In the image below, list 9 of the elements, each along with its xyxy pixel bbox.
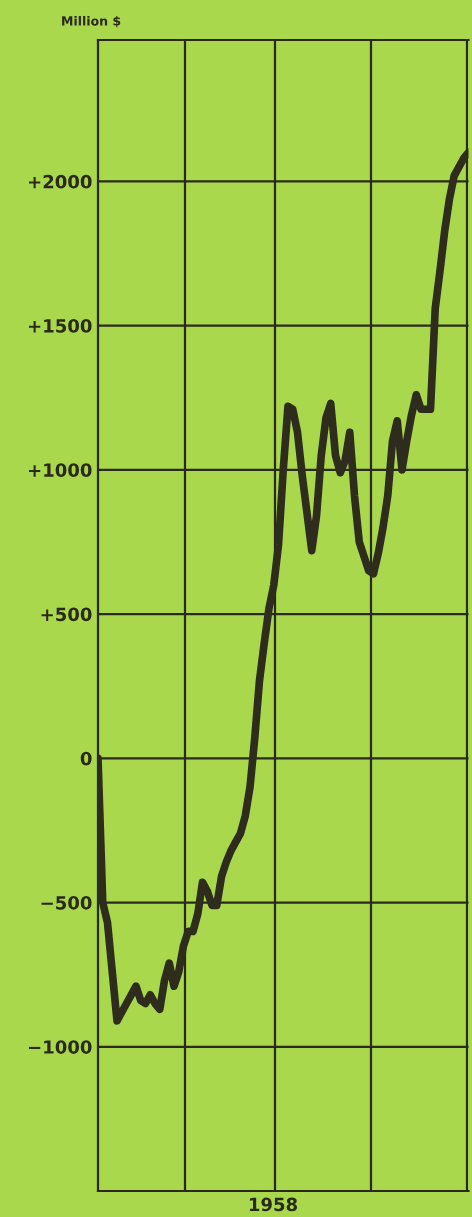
y-tick-label: +500: [41, 607, 92, 622]
y-tick-label: +2000: [28, 174, 92, 189]
y-tick-label: +1000: [28, 463, 92, 477]
y-tick-label: −1000: [28, 1040, 92, 1054]
y-axis-title: Million $: [62, 15, 121, 28]
y-tick-label: 0: [80, 751, 92, 766]
y-tick-label: +1500: [28, 319, 92, 333]
x-axis-title: 1958: [249, 1197, 298, 1212]
y-tick-label: −500: [41, 895, 92, 910]
